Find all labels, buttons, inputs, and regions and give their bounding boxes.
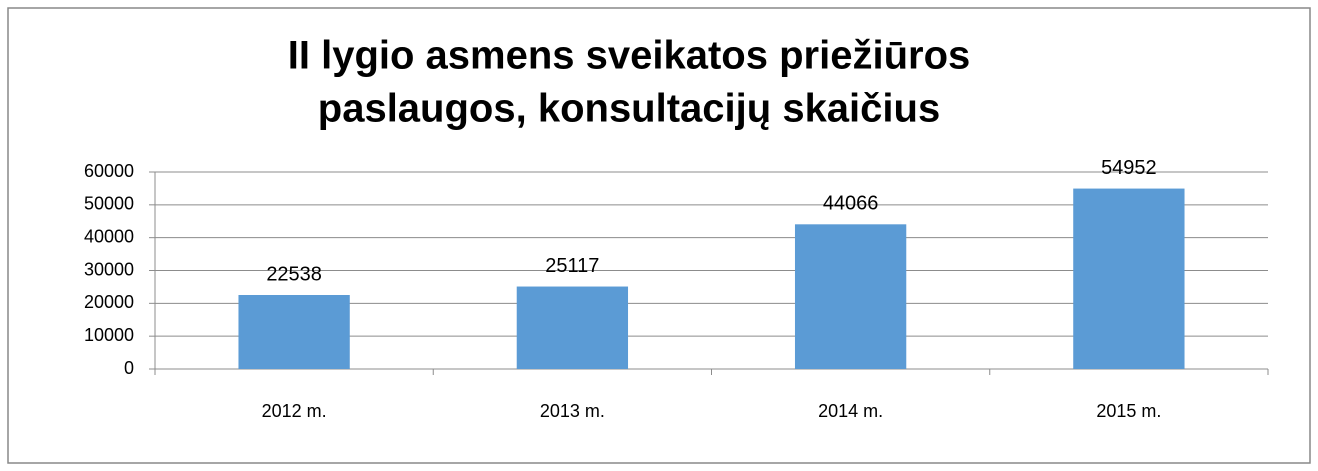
y-tick-label: 0 [124, 358, 134, 378]
bar [238, 295, 350, 369]
y-tick-label: 10000 [84, 325, 134, 345]
x-tick-label: 2014 m. [818, 401, 883, 421]
x-tick-label: 2013 m. [540, 401, 605, 421]
bar [1073, 188, 1185, 369]
bar [794, 224, 907, 369]
y-tick-label: 20000 [84, 292, 134, 312]
x-tick-label: 2015 m. [1096, 401, 1161, 421]
chart-title: II lygio asmens sveikatos priežiūros [288, 34, 971, 78]
y-tick-label: 30000 [84, 259, 134, 279]
y-tick-label: 60000 [84, 161, 134, 181]
bar [516, 286, 629, 369]
y-tick-label: 40000 [84, 226, 134, 246]
value-label: 54952 [1101, 157, 1157, 179]
value-label: 25117 [545, 255, 599, 277]
value-label: 44066 [823, 193, 879, 215]
value-label: 22538 [266, 263, 322, 285]
y-tick-label: 50000 [84, 194, 134, 214]
chart-title: paslaugos, konsultacijų skaičius [318, 87, 940, 131]
x-tick-label: 2012 m. [262, 401, 327, 421]
